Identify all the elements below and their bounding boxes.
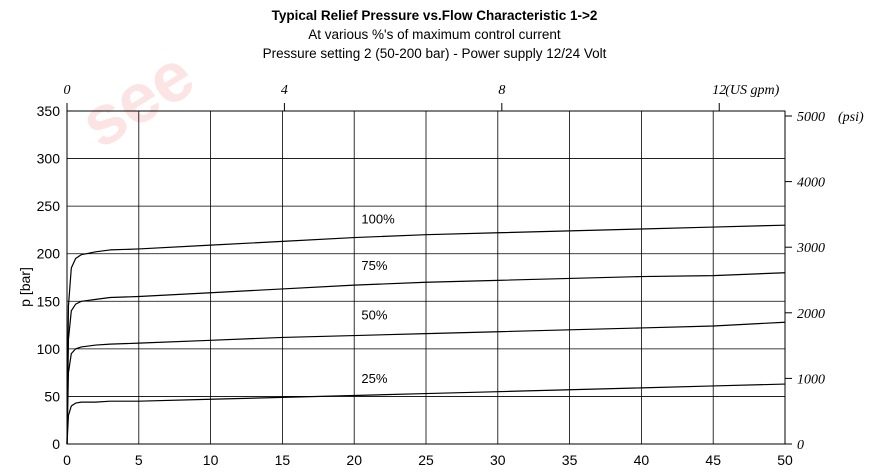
y-axis-label: p [bar]: [17, 267, 33, 307]
x-tick-label: 35: [562, 452, 578, 468]
top-tick-label: 4: [281, 83, 288, 98]
watermark: see: [67, 35, 207, 163]
top-tick-label: 0: [64, 83, 71, 98]
right-tick-label: 2000: [797, 307, 825, 322]
x-tick-label: 0: [63, 452, 71, 468]
right-tick-label: 4000: [797, 176, 825, 191]
y-tick-label: 50: [44, 388, 60, 404]
chart-subtitle: At various %'s of maximum control curren…: [308, 27, 561, 42]
right-tick-label: 5000: [797, 110, 825, 125]
y-tick-label: 200: [37, 246, 61, 262]
y-tick-label: 100: [37, 341, 61, 357]
top-tick-label: 8: [498, 83, 505, 98]
tick-labels: 0 5 10 15 20 25 30 35 40 45 5005010015020025030035…: [37, 83, 864, 468]
plot-frame: [66, 110, 786, 445]
chart-titles: Typical Relief Pressure vs.Flow Characte…: [0, 6, 869, 63]
y-tick-label: 250: [37, 198, 61, 214]
x-tick-label: 50: [777, 452, 793, 468]
y-tick-label: 150: [37, 293, 61, 309]
series-line-25pct: [66, 383, 786, 445]
series-label-100pct: 100%: [361, 211, 395, 226]
x-tick-label: 10: [203, 452, 219, 468]
right-tick-label: 0: [797, 438, 804, 453]
y-tick-label: 0: [52, 436, 60, 452]
x-tick-label: 5: [135, 452, 143, 468]
series-label-25pct: 25%: [361, 371, 387, 386]
top-tick-label: 12: [712, 83, 726, 98]
x-tick-label: 40: [634, 452, 650, 468]
top-axis-unit: (US gpm): [725, 83, 779, 98]
x-tick-label: 15: [275, 452, 291, 468]
right-tick-label: 1000: [797, 372, 825, 387]
series-line-100pct: [66, 224, 786, 445]
y-tick-label: 350: [37, 103, 61, 119]
series-label-50pct: 50%: [361, 307, 387, 322]
series-label-75pct: 75%: [361, 258, 387, 273]
x-tick-label: 20: [346, 452, 362, 468]
right-axis-unit: (psi): [838, 110, 864, 125]
axes: [66, 103, 792, 445]
chart-subtitle-2: Pressure setting 2 (50-200 bar) - Power …: [262, 46, 607, 61]
y-tick-label: 300: [37, 151, 61, 167]
x-tick-label: 25: [418, 452, 434, 468]
x-tick-label: 30: [490, 452, 506, 468]
series-line-50pct: [66, 321, 786, 445]
chart-title: Typical Relief Pressure vs.Flow Characte…: [271, 8, 598, 23]
x-tick-label: 45: [705, 452, 721, 468]
series-layer: [66, 224, 786, 445]
series-line-75pct: [66, 272, 786, 445]
right-tick-label: 3000: [796, 241, 825, 256]
